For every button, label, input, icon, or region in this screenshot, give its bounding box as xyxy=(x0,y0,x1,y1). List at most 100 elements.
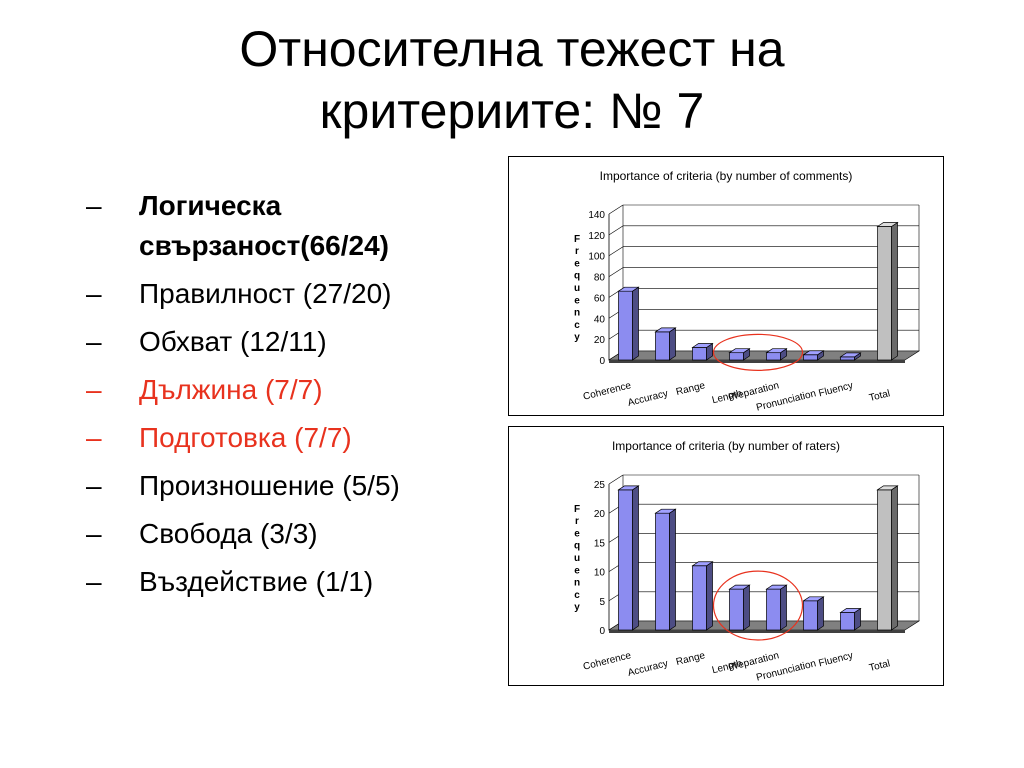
gridline-side xyxy=(608,225,624,236)
bar-front xyxy=(618,290,633,361)
bar-front xyxy=(655,512,670,631)
bar-top xyxy=(765,348,788,354)
gridline-side xyxy=(608,474,624,485)
bullet-item: – Логическа свързаност(66/24) xyxy=(86,186,466,266)
slide-title-line-1: Относителна тежест на xyxy=(239,21,785,77)
y-tick-label: 60 xyxy=(594,293,606,304)
bar-preparation xyxy=(765,584,788,631)
y-axis-label-letter: u xyxy=(574,283,580,294)
bar-front xyxy=(692,565,707,631)
x-category-label: Coherence xyxy=(582,380,633,403)
highlight-ellipse xyxy=(712,570,804,641)
y-axis-label-letter: F xyxy=(574,234,580,245)
y-tick-label: 20 xyxy=(594,509,606,520)
chart-title: Importance of criteria (by number of rat… xyxy=(612,439,840,453)
y-axis-label-letter: r xyxy=(575,516,579,527)
y-axis-label-letter: q xyxy=(574,541,580,552)
y-tick-label: 100 xyxy=(588,252,605,263)
y-axis-label-letter: e xyxy=(574,565,580,576)
bar-front xyxy=(766,588,781,631)
bullet-dash: – xyxy=(86,278,102,309)
bullet-dash: – xyxy=(86,374,102,405)
y-axis-label-letter: e xyxy=(574,528,580,539)
bullet-text: Произношение (5/5) xyxy=(139,470,400,501)
bar-top xyxy=(876,222,899,227)
y-axis-label-letter: e xyxy=(574,295,580,306)
bullet-dash: – xyxy=(86,470,102,501)
x-category-label: Coherence xyxy=(582,650,633,673)
gridline-side xyxy=(608,204,624,215)
y-axis-label-letter: u xyxy=(574,553,580,564)
bullet-item: – Въздействие (1/1) xyxy=(86,562,466,602)
bar-front xyxy=(766,352,781,361)
bar-fluency xyxy=(839,607,862,631)
y-tick-label: 80 xyxy=(594,273,606,284)
bar-top xyxy=(654,327,677,333)
bullet-item: – Дължина (7/7) xyxy=(86,370,466,410)
gridline-side xyxy=(608,246,624,256)
x-category-label: Accuracy xyxy=(627,388,670,409)
bar-range xyxy=(691,342,714,361)
bullet-text: Обхват (12/11) xyxy=(139,326,327,357)
y-tick-label: 20 xyxy=(594,335,606,346)
x-category-label: Total xyxy=(868,388,891,404)
bullet-text: Логическа свързаност(66/24) xyxy=(139,190,390,261)
bar-side xyxy=(632,485,639,631)
bar-side xyxy=(706,561,713,631)
slide-title: Относителна тежест на критериите: № 7 xyxy=(0,18,1024,142)
bar-side xyxy=(891,485,898,631)
bar-range xyxy=(691,561,714,631)
bar-total xyxy=(876,221,899,361)
bar-pronunciation xyxy=(802,596,825,631)
bar-front xyxy=(655,331,670,361)
y-tick-label: 140 xyxy=(588,210,605,221)
bar-top xyxy=(728,584,751,590)
bar-coherence xyxy=(617,286,640,361)
bar-side xyxy=(669,508,676,631)
bullet-item: – Правилност (27/20) xyxy=(86,274,466,314)
bar-front xyxy=(618,489,633,631)
bar-coherence xyxy=(617,485,640,631)
y-axis-label-letter: y xyxy=(574,602,580,613)
bar-top xyxy=(839,352,862,358)
bar-accuracy xyxy=(654,327,677,361)
bar-top xyxy=(654,508,677,514)
y-axis-label-letter: n xyxy=(574,578,580,589)
bar-side xyxy=(743,584,750,631)
bar-length xyxy=(728,348,751,361)
bar-side xyxy=(632,286,639,361)
bar-top xyxy=(876,485,899,491)
bullet-item: – Обхват (12/11) xyxy=(86,322,466,362)
bullet-dash: – xyxy=(86,326,102,357)
y-axis-label-letter: r xyxy=(575,246,579,257)
y-tick-label: 40 xyxy=(594,314,606,325)
criteria-list: – Логическа свързаност(66/24) – Правилно… xyxy=(86,186,466,610)
bullet-text: Подготовка (7/7) xyxy=(139,422,352,453)
bar-preparation xyxy=(765,348,788,361)
bar-front xyxy=(803,600,818,631)
y-axis-label-letter: y xyxy=(574,332,580,343)
highlight-ellipse xyxy=(712,333,804,371)
x-category-label: Fluency xyxy=(818,380,855,399)
bullet-dash: – xyxy=(86,518,102,549)
chart-comments: Importance of criteria (by number of com… xyxy=(508,156,944,416)
bullet-text: Правилност (27/20) xyxy=(139,278,392,309)
bar-top xyxy=(802,350,825,356)
bar-fluency xyxy=(839,352,862,361)
bullet-item: – Подготовка (7/7) xyxy=(86,418,466,458)
bar-top xyxy=(839,608,862,613)
chart-raters-svg: Importance of criteria (by number of rat… xyxy=(574,439,921,684)
bar-front xyxy=(729,352,744,361)
y-tick-label: 5 xyxy=(599,597,605,608)
bar-side xyxy=(669,327,676,361)
slide-title-line-2: критериите: № 7 xyxy=(319,83,705,139)
chart-floor-front xyxy=(609,360,905,363)
bullet-item: – Произношение (5/5) xyxy=(86,466,466,506)
bar-top xyxy=(691,561,714,567)
bar-front xyxy=(840,612,855,631)
bar-front xyxy=(877,489,892,631)
y-axis-label-letter: e xyxy=(574,258,580,269)
x-category-label: Range xyxy=(675,380,707,398)
bar-front xyxy=(692,347,707,361)
bar-front xyxy=(877,226,892,361)
